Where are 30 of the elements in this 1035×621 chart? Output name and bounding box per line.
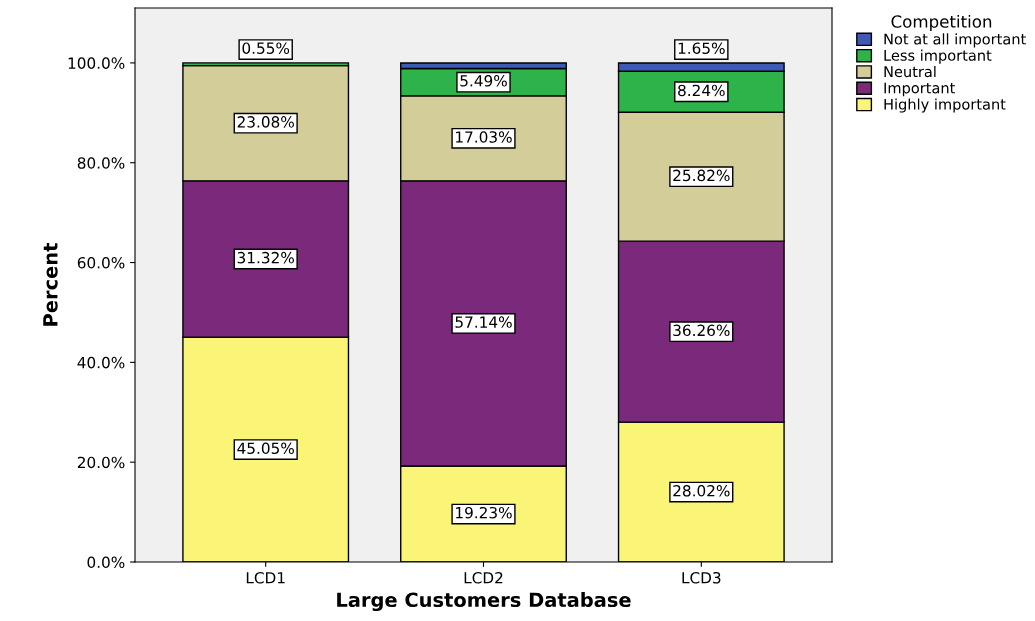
data-label: 36.26%: [673, 324, 730, 337]
data-label: 25.82%: [673, 169, 730, 182]
x-tick-label: LCD2: [464, 571, 503, 584]
data-label: 8.24%: [678, 84, 725, 97]
data-label: 23.08%: [237, 116, 294, 128]
data-label: 57.14%: [455, 316, 512, 328]
data-label: 45.05%: [237, 442, 294, 455]
y-tick-label: 80.0%: [77, 157, 125, 169]
x-tick-label: LCD1: [246, 571, 285, 584]
data-label: 19.23%: [456, 506, 512, 519]
y-tick-label: 0.0%: [87, 556, 125, 569]
y-axis-title: Percent: [43, 243, 58, 326]
legend-label: Highly important: [884, 98, 1006, 113]
data-label: 28.02%: [673, 484, 730, 497]
data-label: 17.03%: [456, 131, 512, 143]
y-tick-label: 100.0%: [68, 57, 125, 69]
legend-label: Not at all important: [884, 33, 1026, 48]
legend-label: Important: [884, 82, 955, 97]
x-tick-label: LCD3: [682, 571, 721, 584]
data-label: 1.65%: [678, 42, 725, 54]
y-tick-label: 20.0%: [77, 456, 125, 469]
y-tick-label: 40.0%: [77, 356, 125, 369]
data-label: 31.32%: [237, 251, 294, 264]
data-label: 5.49%: [460, 75, 507, 87]
y-tick-label: 60.0%: [77, 257, 125, 269]
legend-title: Competition: [891, 14, 992, 32]
x-axis-title: Large Customers Database: [337, 592, 631, 612]
legend-label: Less important: [884, 49, 992, 64]
legend-label: Neutral: [884, 65, 936, 78]
data-label: 0.55%: [242, 42, 290, 54]
